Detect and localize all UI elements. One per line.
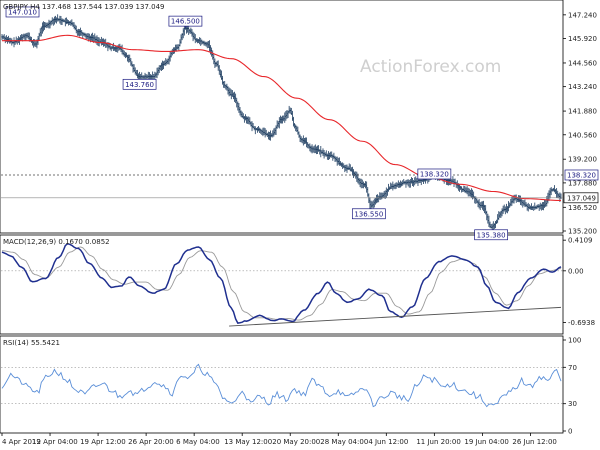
price-ytick-label: 135.200: [568, 228, 597, 236]
pivot-annotation-box: [351, 208, 386, 220]
x-tick-label: 20 May 20:00: [272, 438, 320, 446]
rsi-ytick-label: 100: [568, 337, 581, 345]
x-tick-label: 19 Apr 12:00: [80, 438, 126, 446]
pivot-annotation-label: 143.760: [125, 81, 154, 89]
pivot-annotation-label: 135.380: [477, 231, 506, 239]
rsi-line: [1, 363, 562, 408]
pivot-annotation-label: 138.320: [420, 170, 449, 178]
pivot-annotation-box: [417, 168, 452, 180]
pivot-annotation-box: [474, 229, 508, 241]
price-ytick-label: 145.920: [568, 35, 597, 43]
level-label-box: [564, 169, 599, 181]
pivot-annotation-label: 147.010: [8, 8, 37, 16]
x-tick-label: 11 Jun 20:00: [416, 438, 460, 446]
pivot-annotation: 146.500: [168, 15, 203, 27]
price-ytick-label: 140.560: [568, 131, 597, 139]
pivot-annotation-box: [5, 6, 40, 18]
x-tick-label: 26 Apr 20:00: [128, 438, 174, 446]
macd-main-line: [1, 242, 562, 325]
watermark-text: ActionForex.com: [360, 57, 501, 77]
x-tick-label: 4 Jun 12:00: [368, 438, 408, 446]
price-panel-frame: [0, 0, 564, 234]
macd-panel-frame: [0, 234, 564, 335]
macd-ytick-label: 0.00: [568, 267, 584, 275]
x-tick-label: 13 May 12:00: [224, 438, 272, 446]
level-label-right: 138.320: [564, 169, 599, 181]
pivot-annotation: 135.380: [474, 229, 508, 241]
price-ytick-label: 143.240: [568, 83, 597, 91]
price-ytick-label: 141.880: [568, 108, 597, 116]
price-ytick-label: 144.560: [568, 59, 597, 67]
current-price-label: 137.049: [567, 194, 596, 202]
x-tick-label: 26 Jun 12:00: [512, 438, 556, 446]
x-tick-label: 6 May 04:00: [176, 438, 220, 446]
x-tick-label: 28 May 04:00: [320, 438, 368, 446]
level-label-text: 138.320: [567, 171, 596, 179]
macd-signal-line: [1, 246, 562, 321]
x-tick-label: 19 Jun 04:00: [464, 438, 508, 446]
x-tick-label: 12 Apr 04:00: [32, 438, 78, 446]
pivot-annotation-label: 136.550: [354, 210, 383, 218]
macd-ytick-label: -0.6938: [568, 319, 595, 327]
price-panel-title: GBPJPY H4 137.468 137.544 137.039 137.04…: [3, 3, 165, 11]
rsi-panel-title: RSI(14) 55.5421: [3, 339, 60, 347]
price-ytick-label: 139.200: [568, 156, 597, 164]
rsi-ytick-label: 30: [568, 400, 577, 408]
macd-trend-line: [229, 306, 562, 327]
pivot-annotation-label: 146.500: [171, 18, 200, 26]
moving-average-line: [2, 34, 562, 202]
x-tick-label: 4 Apr 2019: [2, 438, 41, 446]
macd-panel-title: MACD(12,26,9) 0.1670 0.0852: [3, 238, 110, 246]
rsi-ytick-label: 0: [568, 428, 572, 436]
current-price-box: [563, 192, 599, 204]
pivot-annotation-box: [122, 78, 157, 90]
price-ytick-label: 147.240: [568, 11, 597, 19]
macd-ytick-label: 0.4109: [568, 237, 593, 245]
pivot-annotation: 136.550: [351, 208, 386, 220]
price-ytick-label: 137.880: [568, 179, 597, 187]
pivot-annotation: 138.320: [417, 168, 452, 180]
price-ytick-label: 136.520: [568, 204, 597, 212]
rsi-panel-frame: [0, 335, 564, 434]
pivot-annotation: 143.760: [122, 78, 157, 90]
pivot-annotation: 147.010: [5, 6, 40, 18]
pivot-annotation-box: [168, 15, 203, 27]
rsi-ytick-label: 70: [568, 364, 577, 372]
